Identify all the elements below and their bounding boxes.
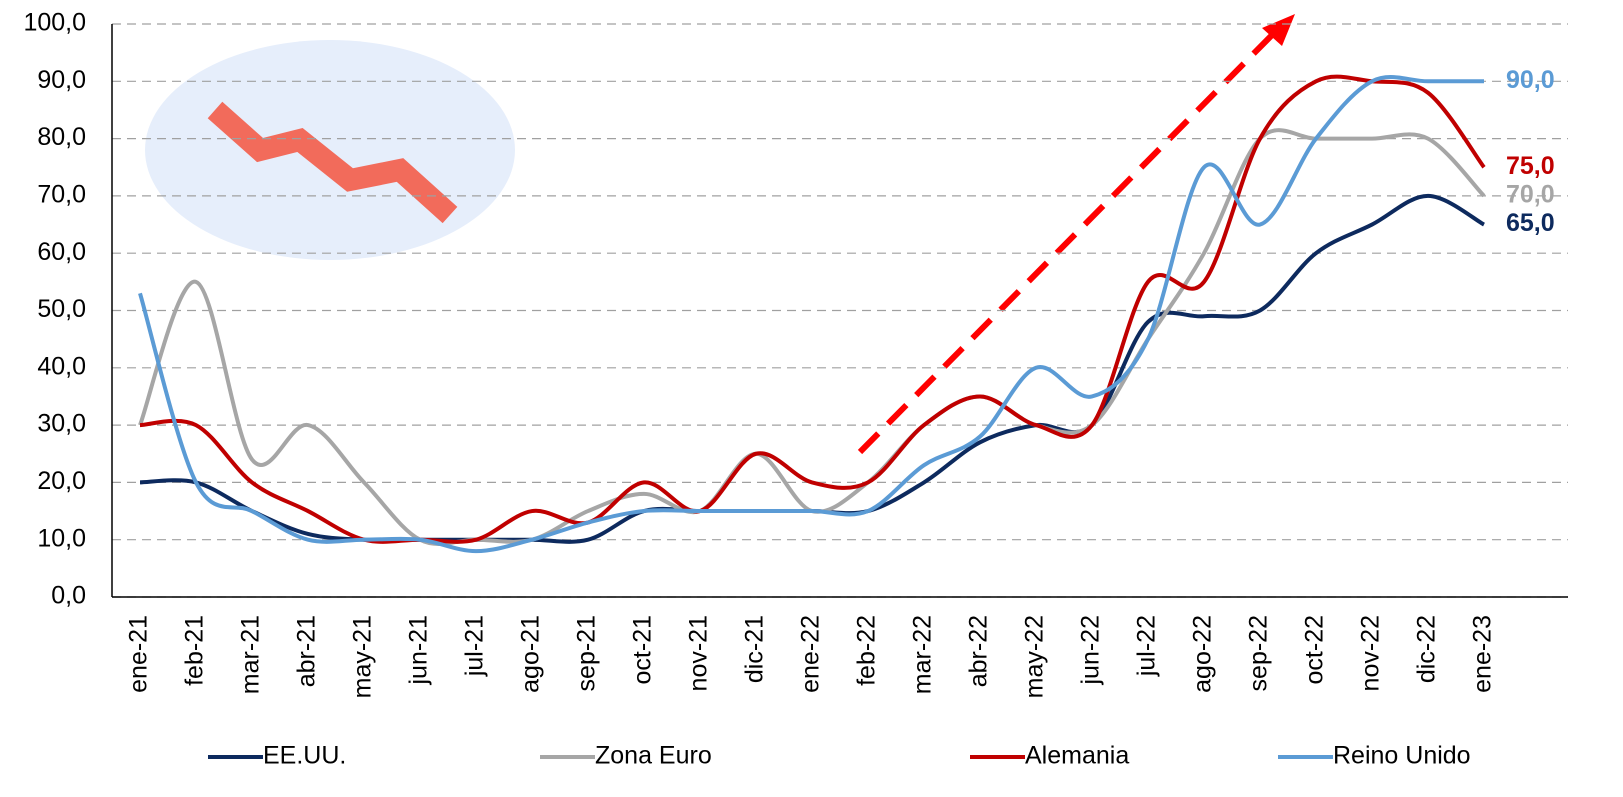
y-tick-label: 40,0 — [37, 352, 86, 380]
x-tick-label: sep-22 — [1245, 615, 1273, 691]
data-label: 75,0 — [1506, 152, 1555, 180]
x-tick-label: abr-21 — [293, 615, 321, 687]
y-tick-label: 100,0 — [23, 9, 86, 37]
data-label: 65,0 — [1506, 209, 1555, 237]
x-tick-label: may-21 — [349, 615, 377, 698]
x-tick-label: mar-21 — [237, 615, 265, 694]
legend-label: Alemania — [1025, 742, 1129, 770]
y-tick-label: 50,0 — [37, 295, 86, 323]
x-tick-label: ene-21 — [125, 615, 153, 693]
y-tick-label: 80,0 — [37, 123, 86, 151]
x-tick-label: jul-21 — [461, 615, 489, 677]
x-tick-label: mar-22 — [909, 615, 937, 694]
series-line — [139, 74, 1486, 544]
x-tick-label: sep-21 — [573, 615, 601, 691]
legend-label: Zona Euro — [595, 742, 712, 770]
decoration — [145, 14, 1295, 455]
legend-label: EE.UU. — [263, 742, 346, 770]
x-tick-label: ago-22 — [1189, 615, 1217, 693]
x-tick-label: jun-21 — [405, 615, 433, 686]
y-tick-label: 30,0 — [37, 410, 86, 438]
y-tick-label: 20,0 — [37, 467, 86, 495]
x-tick-label: may-22 — [1021, 615, 1049, 698]
x-tick-label: dic-21 — [741, 615, 769, 683]
illustration-arrow — [207, 101, 458, 224]
x-tick-label: ago-21 — [517, 615, 545, 693]
y-tick-label: 60,0 — [37, 238, 86, 266]
x-tick-label: oct-21 — [629, 615, 657, 684]
x-tick-label: nov-21 — [685, 615, 713, 691]
x-tick-label: oct-22 — [1301, 615, 1329, 684]
x-tick-label: jul-22 — [1133, 615, 1161, 677]
x-tick-label: abr-22 — [965, 615, 993, 687]
y-tick-label: 90,0 — [37, 66, 86, 94]
x-tick-label: ene-22 — [797, 615, 825, 693]
legend-label: Reino Unido — [1333, 742, 1471, 770]
x-tick-label: feb-22 — [853, 615, 881, 686]
x-tick-label: dic-22 — [1413, 615, 1441, 683]
y-tick-label: 10,0 — [37, 524, 86, 552]
data-label: 70,0 — [1506, 181, 1555, 209]
data-label: 90,0 — [1506, 66, 1555, 94]
x-tick-label: nov-22 — [1357, 615, 1385, 691]
x-tick-label: ene-23 — [1469, 615, 1497, 693]
series-line — [138, 128, 1486, 546]
y-tick-label: 70,0 — [37, 181, 86, 209]
x-tick-label: feb-21 — [181, 615, 209, 686]
x-tick-label: jun-22 — [1077, 615, 1105, 686]
trend-arrow-head — [1262, 14, 1295, 46]
trend-arrow — [857, 29, 1278, 455]
y-tick-label: 0,0 — [51, 582, 86, 610]
series-line — [138, 75, 1484, 554]
